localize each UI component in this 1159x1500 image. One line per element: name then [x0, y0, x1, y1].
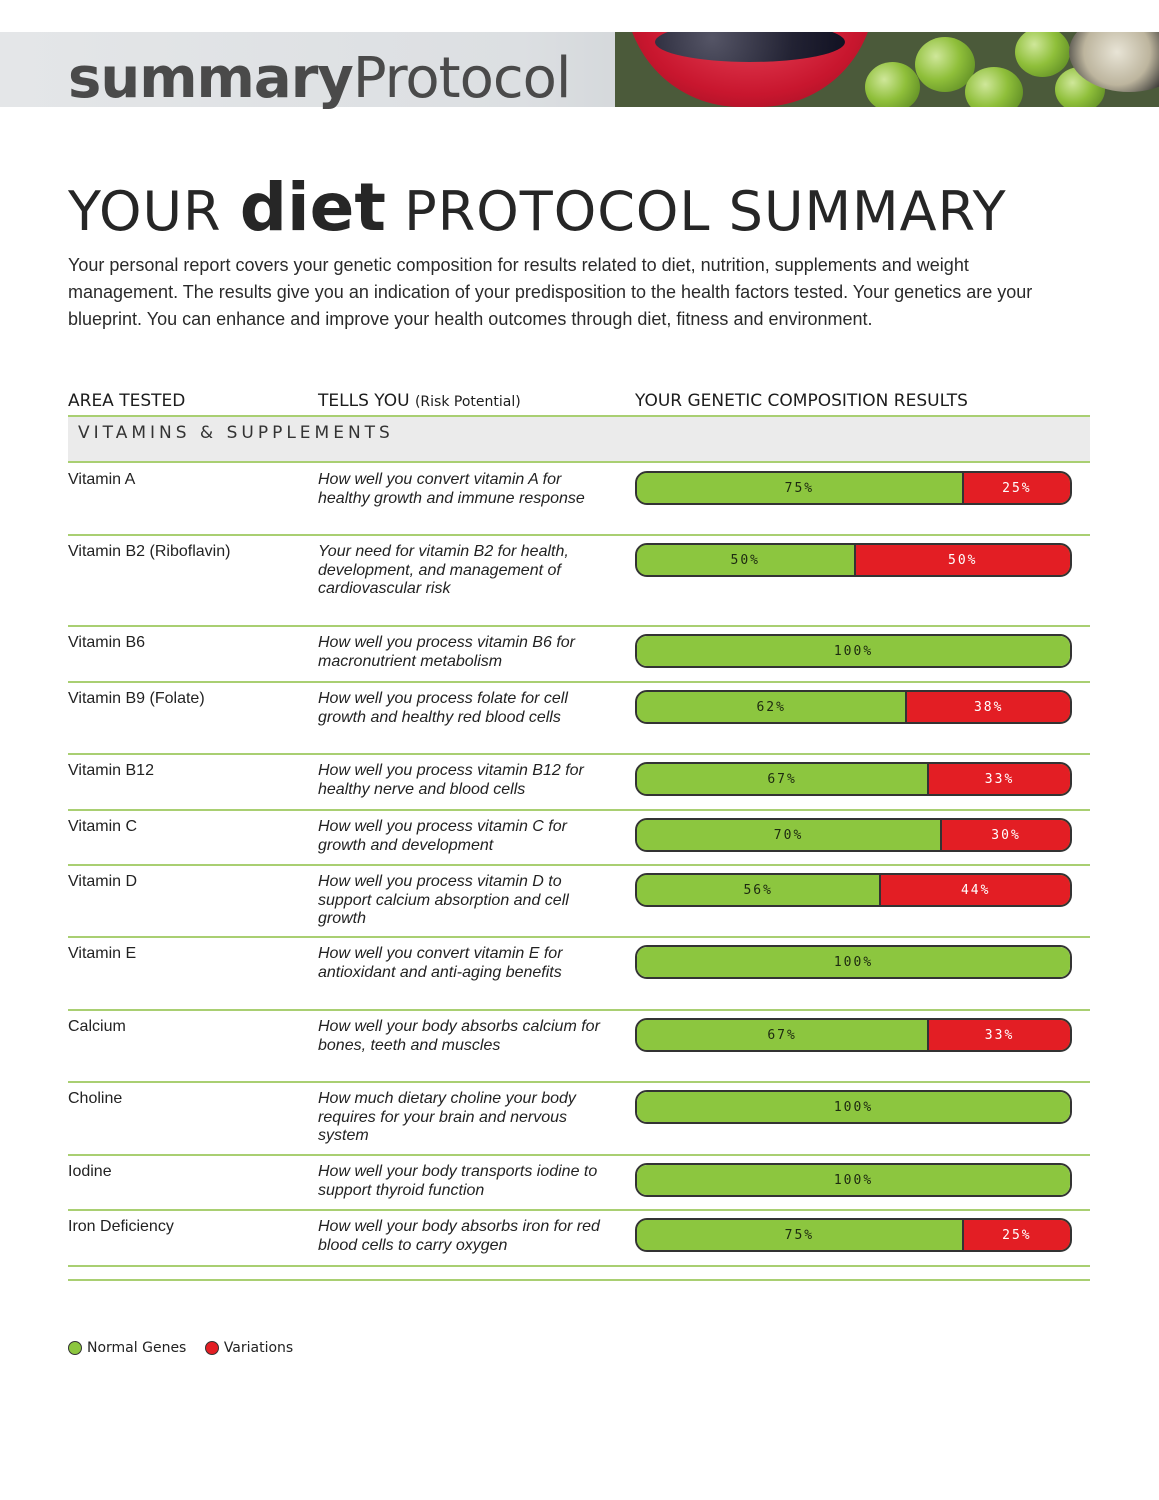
row-area-label: Vitamin B6: [68, 634, 146, 651]
result-bar: 62% 38%: [635, 690, 1072, 724]
row-area-label: Vitamin C: [68, 818, 138, 835]
row-description: How well you process folate for cell gro…: [318, 690, 568, 726]
result-bar: 56% 44%: [635, 873, 1072, 907]
row-area-label: Calcium: [68, 1018, 126, 1035]
row-area-label: Iodine: [68, 1163, 112, 1180]
variation-segment: 50%: [853, 545, 1070, 575]
normal-segment: 67%: [637, 1020, 928, 1050]
normal-segment: 50%: [637, 545, 854, 575]
row-rule: [68, 864, 1090, 866]
legend-item-variation: Variations: [204, 1340, 294, 1356]
result-bar: 75% 25%: [635, 1218, 1072, 1252]
row-rule: [68, 1009, 1090, 1011]
red-dot-icon: [204, 1341, 219, 1355]
legend-item-normal: Normal Genes: [68, 1340, 186, 1356]
variation-segment: 38%: [905, 692, 1070, 722]
row-area-label: Vitamin E: [68, 945, 137, 962]
normal-segment: 56%: [637, 875, 880, 905]
brussels-sprout-shape: [1015, 32, 1070, 77]
row-rule: [68, 534, 1090, 536]
normal-segment: 75%: [637, 1220, 962, 1250]
result-bar: 100%: [635, 1163, 1072, 1197]
column-header-results: YOUR GENETIC COMPOSITION RESULTS: [635, 391, 968, 411]
brussels-sprout-shape: [915, 37, 975, 92]
normal-segment: 100%: [637, 636, 1070, 666]
intro-paragraph: Your personal report covers your genetic…: [68, 255, 1033, 329]
section-rule: [68, 461, 1090, 463]
row-area-label: Choline: [68, 1090, 123, 1107]
row-description: How much dietary choline your body requi…: [318, 1090, 576, 1144]
variation-segment: 25%: [961, 473, 1070, 503]
row-description: How well you process vitamin B6 for macr…: [318, 634, 575, 670]
row-area-label: Iron Deficiency: [68, 1218, 174, 1235]
food-photo: [615, 32, 1159, 107]
green-dot-icon: [68, 1341, 82, 1355]
row-rule: [68, 1209, 1090, 1211]
result-bar: 75% 25%: [635, 471, 1072, 505]
row-area-label: Vitamin A: [68, 471, 136, 488]
result-bar: 100%: [635, 1090, 1072, 1124]
row-rule: [68, 809, 1090, 811]
result-bar: 67% 33%: [635, 1018, 1072, 1052]
variation-segment: 30%: [940, 820, 1070, 850]
brussels-sprout-shape: [865, 62, 920, 107]
row-rule: [68, 1154, 1090, 1156]
result-bar: 100%: [635, 634, 1072, 668]
normal-segment: 100%: [637, 947, 1070, 977]
normal-segment: 100%: [637, 1165, 1070, 1195]
row-description: How well your body absorbs iron for red …: [318, 1218, 600, 1254]
header-banner: [0, 32, 1159, 107]
row-area-label: Vitamin D: [68, 873, 138, 890]
legend: Normal Genes Variations: [68, 1340, 307, 1359]
row-area-label: Vitamin B9 (Folate): [68, 690, 205, 707]
variation-segment: 33%: [927, 764, 1070, 794]
legend-label-variation: Variations: [223, 1340, 294, 1356]
normal-segment: 67%: [637, 764, 928, 794]
normal-segment: 75%: [637, 473, 962, 503]
row-description: How well you process vitamin B12 for hea…: [318, 762, 584, 798]
variation-segment: 25%: [961, 1220, 1070, 1250]
row-description: How well your body transports iodine to …: [318, 1163, 598, 1199]
normal-segment: 70%: [637, 820, 941, 850]
row-description: How well your body absorbs calcium for b…: [318, 1018, 600, 1054]
row-description: Your need for vitamin B2 for health, dev…: [318, 543, 569, 597]
row-rule: [68, 625, 1090, 627]
normal-segment: 62%: [637, 692, 906, 722]
row-description: How well you process vitamin C for growt…: [318, 818, 567, 854]
variation-segment: 33%: [927, 1020, 1070, 1050]
result-bar: 100%: [635, 945, 1072, 979]
result-bar: 50% 50%: [635, 543, 1072, 577]
row-area-label: Vitamin B12: [68, 762, 154, 779]
section-title: VITAMINS & SUPPLEMENTS: [78, 423, 394, 443]
page-title: YOUR diet PROTOCOL SUMMARY: [68, 169, 1007, 246]
section-bar: VITAMINS & SUPPLEMENTS: [68, 417, 1090, 461]
header-rule: [68, 415, 1090, 417]
row-rule: [68, 1081, 1090, 1083]
banner-title: summaryProtocol: [68, 46, 571, 111]
result-bar: 70% 30%: [635, 818, 1072, 852]
brussels-sprout-shape: [965, 67, 1023, 107]
table-bottom-rule: [68, 1279, 1090, 1281]
column-header-tells: TELLS YOU (Risk Potential): [318, 391, 521, 411]
row-description: How well you convert vitamin E for antio…: [318, 945, 563, 981]
result-bar: 67% 33%: [635, 762, 1072, 796]
column-header-area: AREA TESTED: [68, 391, 186, 411]
row-rule: [68, 1265, 1090, 1267]
row-rule: [68, 936, 1090, 938]
legend-label-normal: Normal Genes: [87, 1340, 187, 1356]
row-rule: [68, 753, 1090, 755]
variation-segment: 44%: [879, 875, 1070, 905]
row-description: How well you process vitamin D to suppor…: [318, 873, 569, 927]
normal-segment: 100%: [637, 1092, 1070, 1122]
row-description: How well you convert vitamin A for healt…: [318, 471, 585, 507]
row-area-label: Vitamin B2 (Riboflavin): [68, 543, 231, 560]
row-rule: [68, 681, 1090, 683]
